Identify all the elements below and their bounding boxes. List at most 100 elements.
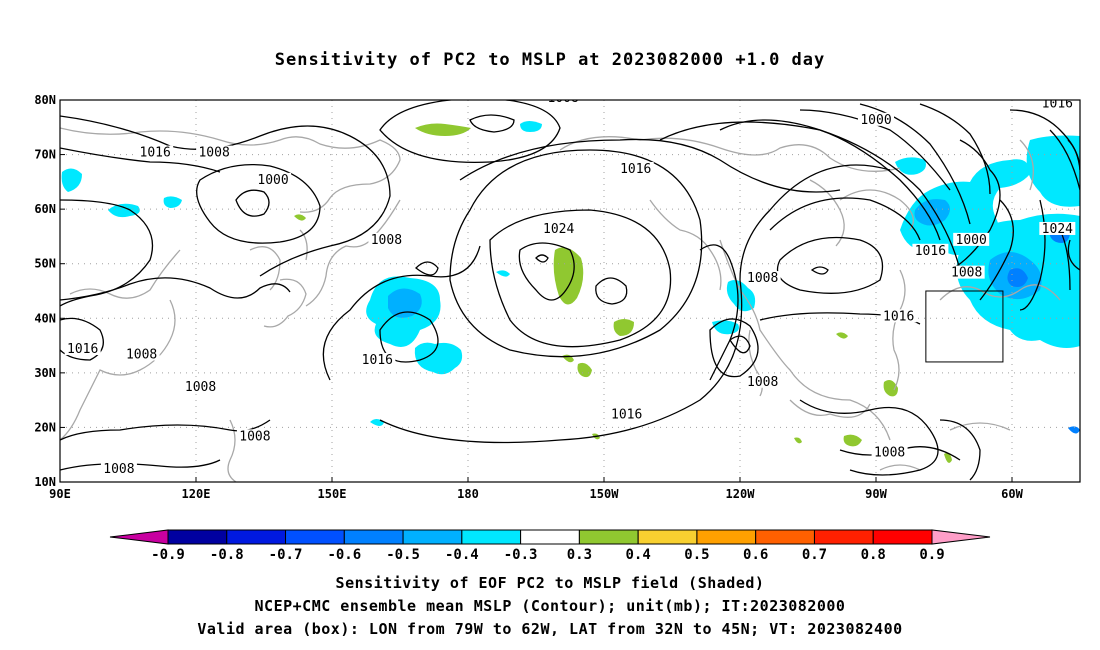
pos-patch (553, 247, 584, 305)
contour-label-bg (1039, 100, 1076, 110)
contour-label: 1008 (548, 91, 579, 106)
pos-patch (944, 452, 952, 463)
colorbar-swatch (696, 529, 757, 545)
contour-label-bg (196, 145, 233, 159)
lon-tick-label: 180 (457, 487, 479, 501)
colorbar-label: 0.9 (919, 547, 944, 563)
contour-label: 1016 (362, 353, 393, 368)
contour-label-bg (182, 380, 219, 394)
neg-patch (1007, 268, 1028, 287)
contour-label-bg (880, 309, 917, 323)
colorbar-swatch (872, 529, 933, 545)
colorbar-swatch (578, 529, 639, 545)
contour-label-bg (953, 232, 990, 246)
contour-label-bg (64, 342, 101, 356)
contour-label: 1000 (956, 233, 987, 248)
neg-patch (61, 168, 82, 192)
neg-patch (520, 121, 542, 132)
lon-tick-label: 120E (182, 487, 211, 501)
contour-label-bg (871, 445, 908, 459)
footer-line-3: Valid area (box): LON from 79W to 62W, L… (197, 620, 903, 638)
pos-patch (577, 362, 592, 378)
colorbar-label: -0.3 (504, 547, 538, 563)
contour-label: 1016 (140, 146, 171, 161)
colorbar-high-end (931, 529, 991, 545)
colorbar-label: -0.7 (269, 547, 303, 563)
contour-label: 1016 (915, 244, 946, 259)
colorbar-label: 0.7 (802, 547, 827, 563)
colorbar-label: -0.9 (151, 547, 185, 563)
contour-label: 1016 (883, 309, 914, 324)
lon-tick-label: 90W (865, 487, 887, 501)
lat-tick-label: 50N (34, 257, 56, 271)
contour-label-bg (359, 352, 396, 366)
footer-line-1: Sensitivity of EOF PC2 to MSLP field (Sh… (335, 574, 765, 592)
neg-patch (895, 157, 926, 175)
colorbar-low-end (109, 529, 169, 545)
contour-label: 1024 (543, 222, 574, 237)
colorbar-swatch (343, 529, 404, 545)
lat-lon-grid (60, 100, 1080, 482)
lat-tick-label: 10N (34, 475, 56, 489)
colorbar-label: 0.6 (743, 547, 768, 563)
lon-tick-label: 60W (1001, 487, 1023, 501)
shading-layer (61, 121, 1080, 463)
neg-patch (108, 203, 140, 218)
neg-patch (388, 288, 422, 318)
pos-patch (843, 434, 862, 447)
lat-tick-label: 80N (34, 93, 56, 107)
neg-patch (496, 270, 510, 277)
neg-patch (414, 342, 463, 375)
contour-label-bg (617, 161, 654, 175)
colorbar-label: 0.4 (626, 547, 651, 563)
contour-label: 1008 (103, 462, 134, 477)
chart-title: Sensitivity of PC2 to MSLP at 2023082000… (274, 50, 826, 70)
pos-patch (794, 437, 802, 444)
colorbar-swatch (402, 529, 463, 545)
contour-label: 1024 (1042, 222, 1073, 237)
colorbar-swatch (520, 529, 580, 545)
colorbar-swatch (461, 529, 522, 545)
contour-label-bg (255, 172, 292, 186)
footer-line-2: NCEP+CMC ensemble mean MSLP (Contour); u… (254, 597, 846, 615)
contour-label: 1008 (951, 266, 982, 281)
neg-patch (712, 320, 739, 335)
contour-label-bg (1039, 221, 1076, 235)
contour-label: 1008 (747, 271, 778, 286)
pos-patch (613, 319, 634, 336)
colorbar-swatch (813, 529, 874, 545)
colorbar-label: -0.4 (445, 547, 479, 563)
contour-labels: 1016 1008 1000 1008 1008 1000 1016 1016 1024 1024… (64, 91, 1076, 477)
contour-label-bg (123, 347, 160, 361)
contour-label: 1008 (371, 233, 402, 248)
valid-area-box (925, 290, 1004, 363)
contour-label: 1016 (67, 342, 98, 357)
colorbar-swatch (167, 529, 228, 545)
lon-tick-label: 120W (726, 487, 756, 501)
contour-label-bg (236, 429, 273, 443)
colorbar-label: -0.8 (210, 547, 244, 563)
contour-label: 1016 (1042, 96, 1073, 111)
contour-label: 1008 (185, 380, 216, 395)
contour-label-bg (744, 374, 781, 388)
lat-tick-label: 30N (34, 366, 56, 380)
pos-patch (415, 123, 471, 136)
contour-label: 1008 (747, 375, 778, 390)
lat-tick-label: 20N (34, 420, 56, 434)
colorbar-swatch (226, 529, 287, 545)
contour-label: 1008 (239, 429, 270, 444)
pos-patch (883, 380, 898, 397)
contour-label: 1000 (860, 113, 891, 128)
colorbar: -0.9 -0.8 -0.7 -0.6 -0.5 -0.4 -0.3 0.3 0.4 0.5 0.6… (109, 529, 991, 563)
pos-patch (294, 214, 306, 221)
colorbar-label: -0.5 (386, 547, 420, 563)
contour-label: 1016 (620, 162, 651, 177)
contour-label-bg (912, 243, 949, 257)
contour-label-bg (368, 232, 405, 246)
lat-tick-label: 40N (34, 311, 56, 325)
lon-tick-label: 150E (318, 487, 347, 501)
contour-label-bg (137, 145, 174, 159)
contour-label-bg (100, 462, 137, 476)
colorbar-label: 0.3 (567, 547, 592, 563)
